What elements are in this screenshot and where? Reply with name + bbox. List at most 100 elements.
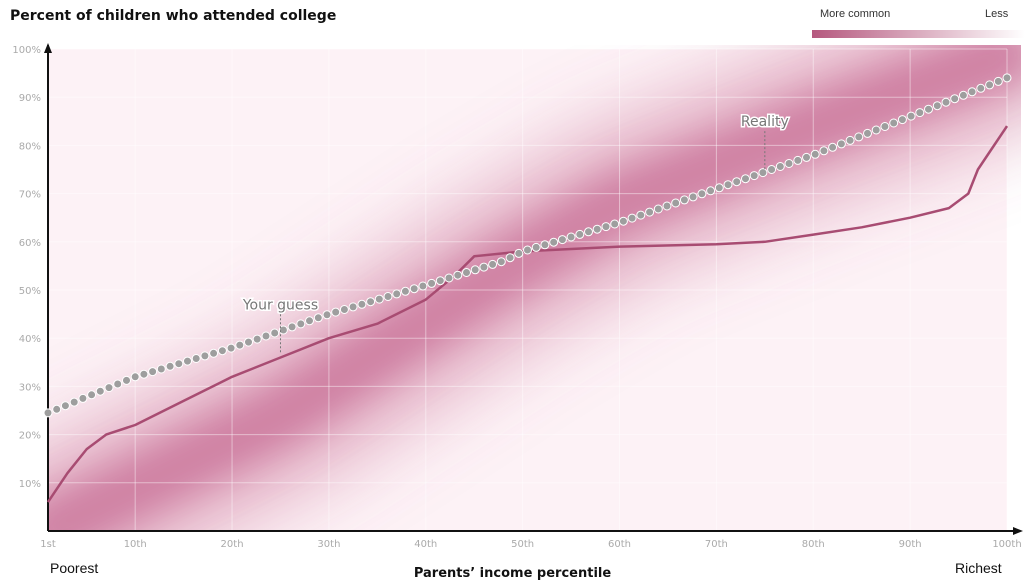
series-point [104,383,114,393]
series-point [261,331,271,341]
series-point [941,97,951,107]
series-point [69,397,79,407]
series-point [531,242,541,252]
x-axis-right-extreme-label: Richest [955,560,1002,576]
series-point [374,294,384,304]
series-point [523,245,532,255]
annotation-reality: Reality [741,114,789,130]
series-point [653,204,663,214]
series-point [200,351,210,361]
series-point [819,146,829,156]
series-point [505,253,515,263]
series-point [932,101,942,111]
series-point [278,325,288,335]
series-point [296,319,306,329]
series-point [122,375,131,385]
y-tick-label: 30% [19,382,41,393]
series-point [287,322,297,332]
series-point [697,189,707,199]
series-point [889,118,899,128]
series-point [339,305,349,314]
series-point [209,348,219,358]
series-point [43,408,53,418]
series-point [87,390,97,400]
series-point [871,125,881,135]
series-point [313,313,323,323]
series-point [156,364,166,374]
series-point [775,162,785,171]
series-point [244,337,253,347]
series-point [60,401,70,411]
x-tick-label: 30th [317,539,340,550]
series-point [828,142,838,152]
x-axis-arrow [1013,527,1023,535]
series-point [601,222,611,232]
series-point [235,340,245,350]
series-point [863,128,872,138]
series-point [1002,73,1012,83]
series-point [845,135,855,145]
series-point [767,165,777,174]
series-point [322,310,332,320]
series-point [741,174,750,184]
series-point [348,302,358,312]
series-point [226,343,236,353]
y-tick-label: 100% [12,45,41,56]
series-point [113,379,123,389]
y-tick-label: 80% [19,141,41,152]
series-point [802,152,811,162]
series-point [610,219,620,229]
series-point [392,289,402,299]
series-point [183,356,192,366]
series-point [618,216,628,226]
series-point [924,104,933,114]
series-point [435,276,445,286]
series-point [749,171,759,181]
x-tick-label: 1st [40,539,56,550]
series-point [732,177,742,187]
legend-gradient-bar [812,30,1025,38]
series-point [514,248,524,258]
series-point [906,111,916,121]
series-point [592,224,602,234]
y-axis-arrow [44,43,52,53]
series-point [976,83,986,93]
series-point [584,227,593,237]
series-point [496,257,506,267]
y-tick-label: 50% [19,286,41,297]
series-point [557,235,567,245]
series-point [427,278,437,288]
series-point [836,139,846,149]
x-tick-label: 10th [124,539,147,550]
series-point [575,229,585,239]
x-tick-label: 80th [802,539,825,550]
x-tick-label: 100th [992,539,1021,550]
series-point [418,281,428,291]
series-point [78,393,88,403]
series-point [993,76,1003,86]
series-point [636,210,646,220]
y-tick-label: 10% [19,479,41,490]
x-tick-label: 60th [608,539,631,550]
series-point [366,297,376,307]
series-point [453,270,463,280]
series-point [217,346,227,356]
series-point [470,265,480,275]
y-tick-label: 40% [19,334,41,345]
series-point [270,328,280,338]
x-axis-left-extreme-label: Poorest [50,560,99,576]
series-point [331,307,341,317]
series-point [400,286,410,296]
series-point [52,404,62,414]
series-point [627,213,637,223]
series-point [174,359,184,369]
series-point [915,108,925,118]
series-point [967,87,977,97]
series-line-your-guess [46,125,1009,503]
series-dots-reality [43,73,1012,418]
series-point [148,367,158,377]
x-tick-label: 40th [414,539,437,550]
series-point [810,149,820,159]
x-tick-label: 70th [705,539,728,550]
series-point [488,259,498,269]
